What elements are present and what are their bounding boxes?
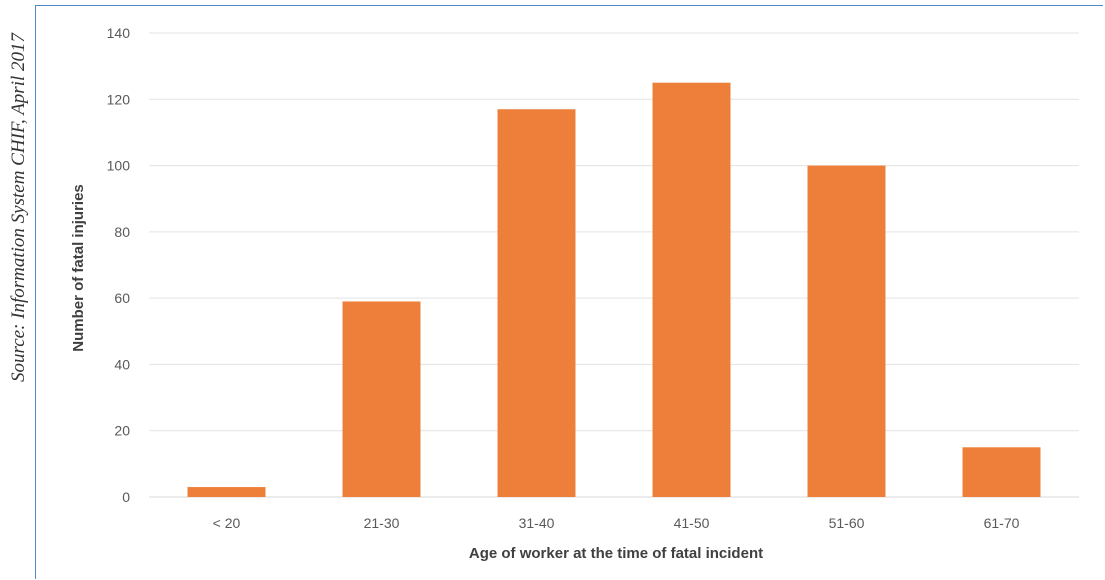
source-note-text: Source: Information System CHIF, April 2… (8, 31, 29, 382)
gridlines (149, 32, 1079, 498)
bar (497, 109, 576, 497)
x-tick-label: 51-60 (829, 515, 865, 531)
bar-chart: 0 20 40 60 80 100 120 140 < 20 21-30 31-40 41-50 51… (70, 25, 1079, 562)
y-tick-label: 80 (114, 224, 130, 240)
bar (807, 165, 886, 498)
chart-frame: 0 20 40 60 80 100 120 140 < 20 21-30 31-40 41-50 51… (35, 5, 1103, 579)
bar (342, 301, 421, 497)
y-tick-label: 120 (107, 91, 131, 107)
source-note: Source: Information System CHIF, April 2… (8, 31, 29, 382)
x-tick-label: 41-50 (674, 515, 710, 531)
y-tick-labels: 0 20 40 60 80 100 120 140 (107, 25, 131, 505)
bar (962, 447, 1041, 497)
bar (652, 82, 731, 497)
x-tick-label: 21-30 (364, 515, 400, 531)
y-tick-label: 0 (122, 489, 130, 505)
y-tick-label: 20 (114, 423, 130, 439)
x-tick-labels: < 20 21-30 31-40 41-50 51-60 61-70 (213, 515, 1020, 531)
y-tick-label: 60 (114, 290, 130, 306)
x-tick-label: 31-40 (519, 515, 555, 531)
y-tick-label: 100 (107, 158, 131, 174)
y-axis-title: Number of fatal injuries (70, 184, 87, 352)
x-tick-label: < 20 (213, 515, 241, 531)
y-tick-label: 140 (107, 25, 131, 41)
bar (187, 487, 266, 497)
y-tick-label: 40 (114, 356, 130, 372)
x-tick-label: 61-70 (984, 515, 1020, 531)
x-axis-title: Age of worker at the time of fatal incid… (469, 545, 763, 562)
bars (187, 82, 1041, 498)
